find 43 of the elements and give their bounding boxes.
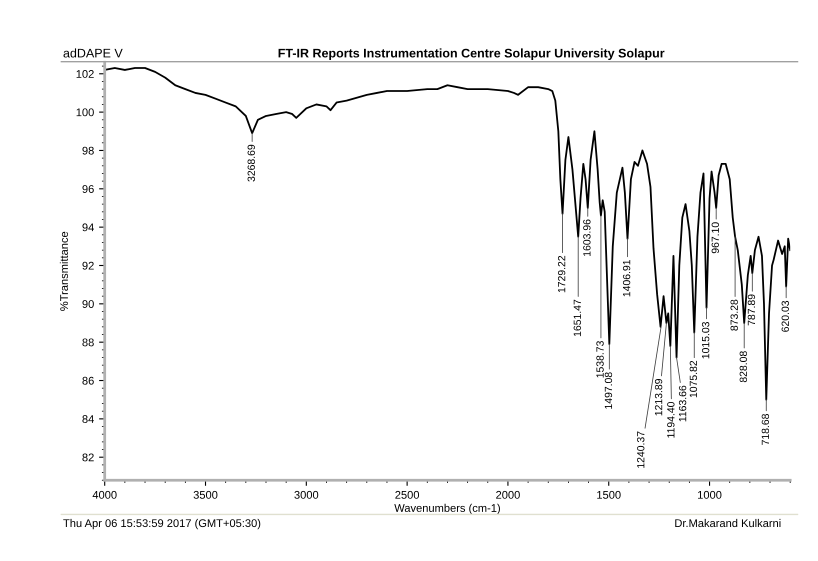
annotation: 1240.37 [637,432,644,468]
x-tick-label: 4000 [92,490,117,499]
y-tick-label: 84 [82,415,94,423]
x-tick-label: 1000 [698,490,722,499]
annotation: 1603.96 [583,220,591,256]
annotation: 828.08 [740,351,747,382]
y-tick-label: 88 [82,338,94,346]
annotation: 967.10 [712,222,719,254]
annotation: 620.03 [782,300,789,332]
annotation: 787.89 [748,294,756,326]
chart-subtitle: adDAPE V [64,48,123,58]
annotation: 1015.03 [702,322,710,358]
chart-title: FT-IR Reports Instrumentation Centre Solapur University Solapur [278,48,664,60]
annotation: 1497.08 [604,372,612,409]
annotation: 1163.66 [678,386,686,422]
annotation: 1213.89 [654,379,662,416]
annotation: 1075.82 [690,360,698,398]
text: Dr.Makarand Kulkarni [675,518,780,528]
y-tick-label: 82 [82,453,94,462]
y-axis-title: %Transmittance [60,232,68,311]
y-tick-label: 96 [82,185,94,193]
text: Thu Apr 06 15:53:59 2017 (GMT+05:30) [63,518,260,530]
y-tick-label: 90 [82,300,94,308]
y-tick-label: 102 [76,70,94,78]
x-axis-title: Wavenumbers (cm-1) [394,504,500,514]
annotation: 1729.22 [558,256,566,292]
annotation: 1406.91 [622,260,630,296]
annotation: 873.28 [730,300,738,331]
annotation: 3268.69 [248,144,255,182]
annotation: 718.68 [762,414,770,445]
y-tick-label: 100 [76,108,94,116]
y-tick-label: 98 [82,146,94,155]
annotation: 1194.40 [667,402,675,438]
x-tick-label: 2000 [496,490,520,499]
y-tick-label: 86 [82,376,94,385]
x-tick-label: 2500 [395,490,420,499]
y-tick-label: 92 [82,262,94,270]
annotation: 1651.47 [574,300,581,336]
x-tick-label: 3500 [194,490,218,499]
x-tick-label: 1500 [597,490,621,499]
y-tick-label: 94 [82,223,94,232]
x-tick-label: 3000 [294,490,318,499]
annotation: 1538.73 [596,341,604,378]
